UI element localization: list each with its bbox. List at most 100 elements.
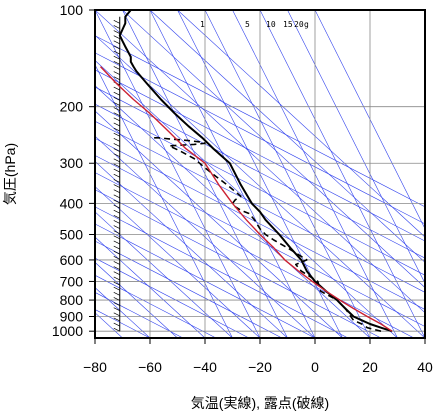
parcel-line: [99, 66, 393, 332]
x-tick-label: −40: [193, 359, 217, 375]
y-tick-label: 800: [60, 292, 84, 308]
wind-barb: [113, 220, 120, 224]
y-axis-label: 気圧(hPa): [2, 143, 18, 205]
mixing-ratio-label: 10: [266, 20, 276, 29]
mixing-ratio-labels: 1 5 10 15 20 g: [200, 20, 309, 29]
wind-barb: [113, 19, 120, 24]
y-tick-label: 900: [60, 308, 84, 324]
profile-series: [99, 10, 393, 333]
wind-barb: [113, 173, 120, 178]
mixing-ratio-label: 15: [283, 20, 293, 29]
wind-barb: [113, 117, 120, 122]
dry-adiabat-line: [95, 292, 184, 338]
dry-adiabat-line: [95, 172, 415, 338]
wind-barb: [113, 250, 120, 255]
mixing-ratio-label: g: [304, 20, 309, 29]
wind-barb: [113, 230, 120, 235]
skewed-guide-line: [95, 211, 233, 338]
skewed-guide-line: [95, 110, 343, 338]
dry-adiabat-line: [95, 206, 349, 338]
dry-adiabat-line: [95, 189, 382, 338]
dry-adiabat-line: [95, 274, 217, 338]
wind-barb: [113, 189, 120, 193]
wind-barb: [113, 132, 120, 137]
mixing-ratio-line: [259, 10, 425, 338]
wind-barbs: [113, 16, 121, 332]
y-tick-label: 700: [60, 273, 84, 289]
wind-barb: [113, 30, 120, 34]
skewed-guide-line: [95, 34, 425, 338]
x-tick-label: −80: [83, 359, 107, 375]
dewpoint-line: [150, 137, 382, 332]
skewed-guide-line: [177, 10, 425, 238]
dry-adiabat-line: [95, 86, 425, 259]
wind-barb: [113, 307, 120, 311]
wind-barb: [113, 61, 120, 65]
mixing-ratio-line: [314, 10, 425, 230]
skewed-guide-line: [95, 160, 288, 338]
wind-barb: [113, 184, 120, 188]
wind-barb: [113, 122, 120, 127]
wind-barb: [113, 199, 120, 204]
wind-barb: [113, 312, 120, 317]
wind-barb: [113, 107, 120, 111]
wind-barb: [113, 261, 120, 265]
wind-barb: [113, 138, 120, 142]
y-tick-label: 500: [60, 227, 84, 243]
wind-barb: [113, 235, 120, 240]
wind-barb: [113, 102, 120, 106]
wind-barb: [113, 302, 120, 306]
dry-adiabat-line: [95, 223, 316, 338]
dry-adiabat-line: [95, 240, 283, 338]
x-tick-label: 20: [362, 359, 378, 375]
wind-barb: [113, 245, 120, 250]
y-tick-label: 400: [60, 195, 84, 211]
dry-adiabat-line: [95, 103, 425, 276]
skewed-guide-line: [149, 10, 425, 263]
wind-barb: [113, 271, 120, 276]
wind-barb: [113, 25, 120, 29]
skewed-guide-line: [95, 60, 398, 338]
wind-barb: [113, 143, 120, 147]
wind-barb: [113, 291, 120, 296]
wind-barb: [113, 127, 120, 132]
wind-barb: [113, 91, 120, 96]
wind-barb: [113, 240, 120, 245]
wind-barb: [113, 50, 120, 55]
skewed-guide-line: [95, 261, 178, 338]
wind-barb: [113, 204, 120, 209]
wind-barb: [113, 40, 120, 45]
x-tick-label: −20: [248, 359, 272, 375]
wind-barb: [113, 153, 120, 158]
dry-adiabat-line: [95, 35, 425, 208]
y-tick-label: 200: [60, 99, 84, 115]
wind-barb: [113, 317, 120, 322]
wind-barb: [113, 297, 120, 301]
y-tick-label: 1000: [52, 323, 83, 339]
wind-barb: [113, 55, 120, 60]
wind-barb: [113, 276, 120, 281]
mixing-ratio-line: [204, 10, 371, 338]
skewed-guide-line: [95, 135, 316, 338]
wind-barb: [113, 179, 120, 183]
wind-barb: [113, 256, 120, 260]
skewed-guide-line: [95, 186, 261, 338]
x-tick-label: 0: [311, 359, 319, 375]
pressure-grid: [95, 10, 425, 338]
x-axis-label: 気温(実線), 露点(破線): [191, 395, 329, 411]
wind-barb: [113, 327, 120, 332]
x-tick-label: 40: [417, 359, 433, 375]
wind-barb: [113, 286, 120, 291]
wind-barb: [113, 163, 120, 168]
wind-barb: [113, 35, 120, 40]
skewed-guide-line: [95, 85, 371, 338]
wind-barb: [113, 322, 120, 327]
dry-adiabat-line: [95, 52, 425, 225]
wind-barb: [113, 66, 120, 70]
y-tick-label: 600: [60, 252, 84, 268]
skewed-guide-line: [122, 10, 425, 288]
wind-barb: [113, 168, 120, 173]
wind-barb: [113, 281, 120, 286]
